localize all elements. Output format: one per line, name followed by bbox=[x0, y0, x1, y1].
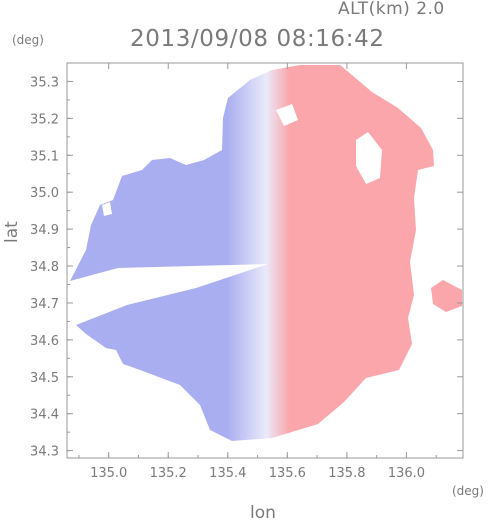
y-tick-label: 34.4 bbox=[30, 408, 59, 423]
timestamp-title: 2013/09/08 08:16:42 bbox=[130, 26, 385, 52]
y-tick-label: 35.3 bbox=[30, 75, 59, 90]
echo-region bbox=[70, 65, 434, 441]
axis-ticks: 135.0 135.2 135.4 135.6 135.8 136.0 34.3 34.4 34… bbox=[30, 62, 463, 481]
x-tick-label: 135.0 bbox=[90, 466, 127, 481]
echo-gap-west bbox=[102, 202, 112, 216]
y-unit-label: (deg) bbox=[12, 33, 44, 47]
y-tick-label: 34.8 bbox=[30, 260, 59, 275]
y-tick-label: 34.3 bbox=[30, 445, 59, 460]
echo-cell-east bbox=[431, 280, 462, 312]
y-tick-label: 34.9 bbox=[30, 223, 59, 238]
plot-frame bbox=[66, 62, 464, 459]
echo-gap-north bbox=[276, 104, 298, 126]
x-axis-label: lon bbox=[250, 503, 276, 523]
y-tick-label: 35.2 bbox=[30, 112, 59, 127]
y-tick-label: 34.6 bbox=[30, 334, 59, 349]
y-tick-label: 34.7 bbox=[30, 297, 59, 312]
altitude-label: ALT(km) 2.0 bbox=[338, 0, 445, 19]
y-tick-label: 35.1 bbox=[30, 149, 59, 164]
echo-gap-northeast bbox=[356, 132, 382, 184]
x-tick-label: 135.8 bbox=[328, 466, 365, 481]
y-tick-label: 35.0 bbox=[30, 186, 59, 201]
x-unit-label: (deg) bbox=[452, 484, 484, 498]
echo-field bbox=[70, 65, 462, 441]
x-tick-label: 135.4 bbox=[209, 466, 246, 481]
x-tick-label: 135.2 bbox=[150, 466, 187, 481]
x-tick-label: 136.0 bbox=[388, 466, 425, 481]
y-tick-label: 34.5 bbox=[30, 371, 59, 386]
x-tick-label: 135.6 bbox=[269, 466, 306, 481]
